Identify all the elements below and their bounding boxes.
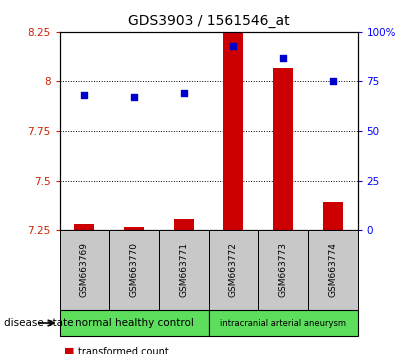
Text: GSM663772: GSM663772 [229,242,238,297]
Title: GDS3903 / 1561546_at: GDS3903 / 1561546_at [128,14,289,28]
Text: GSM663773: GSM663773 [279,242,288,297]
Text: GSM663771: GSM663771 [179,242,188,297]
Bar [174,219,194,230]
Bar [323,202,343,230]
Point [330,79,336,84]
Text: ■: ■ [64,347,74,354]
Bar [258,230,308,310]
Point [131,95,137,100]
Bar [208,230,258,310]
Bar [208,310,358,336]
Text: disease state: disease state [4,318,74,328]
Text: GSM663769: GSM663769 [80,242,89,297]
Bar [60,230,109,310]
Point [280,55,286,61]
Text: transformed count: transformed count [78,347,169,354]
Bar [224,28,243,230]
Bar [273,68,293,230]
Text: intracranial arterial aneurysm: intracranial arterial aneurysm [220,319,346,327]
Point [230,43,237,48]
Text: normal healthy control: normal healthy control [75,318,194,328]
Bar [159,230,208,310]
Bar [124,227,144,230]
Bar [74,224,95,230]
Point [180,91,187,96]
Text: GSM663770: GSM663770 [129,242,139,297]
Bar [308,230,358,310]
Text: GSM663774: GSM663774 [328,242,337,297]
Point [81,92,88,98]
Bar [60,310,209,336]
Bar [109,230,159,310]
